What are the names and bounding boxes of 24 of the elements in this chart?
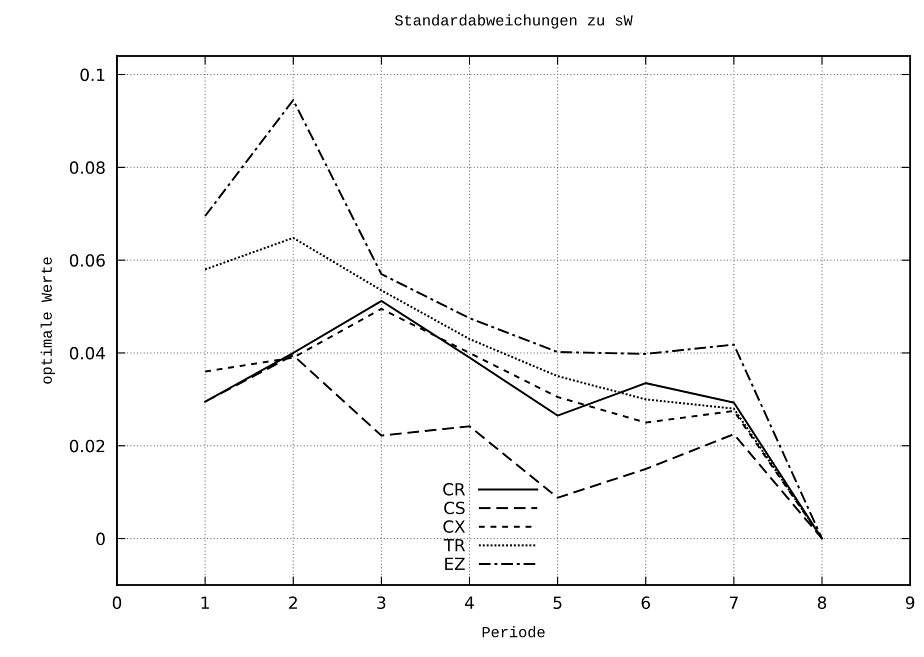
y-tick-label: 0.1 [80,68,104,82]
y-tick-label: 0.02 [70,440,104,452]
legend-label: CS [444,502,465,514]
legend-label: TR [444,539,466,552]
x-tick-label: 1 [202,596,209,609]
y-tick-label: 0.08 [70,161,105,174]
x-tick-label: 8 [818,596,826,610]
legend-label: CR [443,482,466,496]
y-tick-label: 0.04 [70,346,105,360]
legend-label: EZ [445,558,465,570]
y-axis-title: optimale Werte [40,257,55,384]
x-axis-title: Periode [482,626,545,638]
x-tick-label: 5 [554,596,562,610]
y-tick-label: 0 [96,532,105,546]
x-tick-label: 2 [289,596,297,609]
x-tick-label: 7 [730,596,738,609]
x-tick-label: 9 [906,596,914,610]
legend-label: CX [443,520,466,533]
chart-title: Standardabweichungen zu sW [394,14,633,29]
x-tick-label: 4 [465,596,474,609]
x-tick-label: 0 [112,596,122,610]
x-tick-label: 3 [377,596,386,610]
x-tick-label: 6 [642,596,650,610]
y-tick-label: 0.06 [70,254,105,267]
